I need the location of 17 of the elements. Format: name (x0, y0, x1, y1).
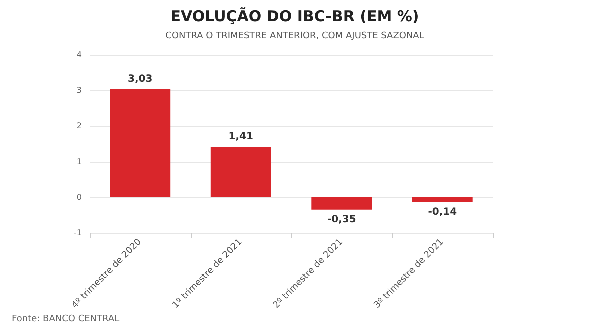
bar (312, 197, 372, 210)
source-note: Fonte: BANCO CENTRAL (12, 314, 120, 324)
y-tick-label: 3 (76, 86, 82, 96)
y-tick-label: -1 (74, 228, 82, 238)
data-label: -0,35 (327, 214, 356, 226)
y-tick-label: 4 (76, 50, 82, 60)
chart-subtitle: CONTRA O TRIMESTRE ANTERIOR, COM AJUSTE SAZONAL (166, 32, 424, 42)
data-label: 3,03 (128, 74, 153, 86)
data-label: -0,14 (428, 206, 458, 218)
bar (110, 90, 171, 198)
y-tick-label: 0 (76, 192, 82, 202)
data-label: 1,41 (228, 132, 254, 143)
y-tick-label: 2 (76, 122, 82, 131)
bar (412, 197, 473, 202)
chart-title: EVOLUÇÃO DO IBC-BR (EM %) (170, 8, 420, 26)
bar (210, 147, 272, 198)
y-tick-label: 1 (76, 157, 82, 166)
